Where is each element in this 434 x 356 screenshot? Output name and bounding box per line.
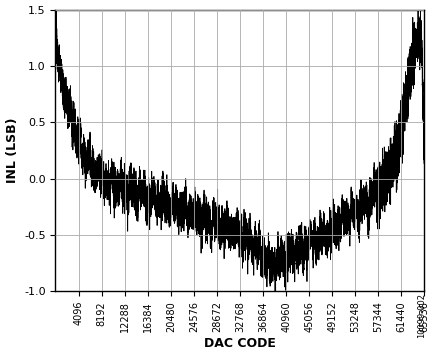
X-axis label: DAC CODE: DAC CODE [204, 337, 275, 350]
Y-axis label: INL (LSB): INL (LSB) [6, 117, 19, 183]
Text: 10099-002: 10099-002 [417, 293, 425, 338]
